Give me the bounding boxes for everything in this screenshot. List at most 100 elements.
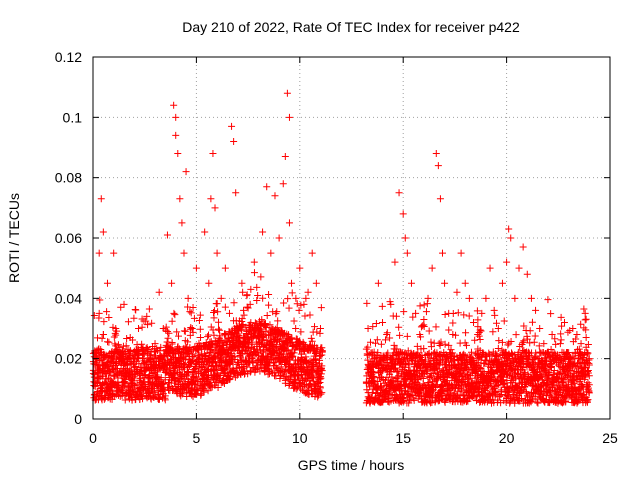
data-point <box>383 331 391 339</box>
data-point <box>470 318 478 326</box>
data-point <box>157 343 165 351</box>
data-point <box>547 310 555 318</box>
data-point <box>317 304 325 312</box>
data-point <box>273 324 281 332</box>
x-tick-label: 20 <box>499 430 515 446</box>
x-axis-label: GPS time / hours <box>298 457 405 473</box>
data-point <box>99 228 107 236</box>
data-point <box>584 349 592 357</box>
data-point <box>207 195 215 203</box>
data-point <box>519 364 527 372</box>
data-point <box>114 379 122 387</box>
data-point <box>192 264 200 272</box>
data-point <box>474 331 482 339</box>
data-point <box>532 306 540 314</box>
data-point <box>180 327 188 335</box>
data-point <box>438 249 446 257</box>
data-point <box>392 312 400 320</box>
data-point <box>195 316 203 324</box>
data-point <box>220 379 228 387</box>
data-point <box>288 279 296 287</box>
data-point <box>504 341 512 349</box>
data-point <box>178 219 186 227</box>
data-point <box>432 150 440 158</box>
data-point <box>545 369 553 377</box>
data-point <box>550 367 558 375</box>
data-point <box>401 234 409 242</box>
y-tick-label: 0.06 <box>55 230 82 246</box>
data-point <box>267 249 275 257</box>
data-point <box>364 325 372 332</box>
data-point <box>477 364 485 372</box>
data-point <box>426 374 434 382</box>
data-point <box>163 338 171 346</box>
data-point <box>462 341 470 349</box>
data-point <box>388 373 396 381</box>
data-point <box>168 279 176 287</box>
data-point <box>116 355 124 363</box>
data-point <box>214 383 222 391</box>
data-point <box>289 352 297 360</box>
data-point <box>531 332 539 340</box>
data-point <box>376 382 384 390</box>
data-point <box>409 313 417 321</box>
data-point <box>505 225 513 233</box>
data-point <box>159 325 167 332</box>
data-point <box>285 219 293 227</box>
data-point <box>495 381 503 389</box>
data-point <box>210 331 218 339</box>
data-point <box>215 318 223 326</box>
data-point <box>544 349 552 357</box>
data-point <box>249 357 257 365</box>
data-point <box>478 309 486 317</box>
data-point <box>548 331 556 339</box>
data-point <box>464 394 472 402</box>
data-point <box>310 362 318 370</box>
data-point <box>106 385 114 393</box>
data-point <box>103 308 111 316</box>
x-tick-label: 5 <box>193 430 201 446</box>
data-point <box>366 338 374 346</box>
data-point <box>498 279 506 287</box>
data-point <box>441 279 449 287</box>
data-point <box>420 322 428 330</box>
data-point <box>474 316 482 324</box>
data-point <box>112 331 120 339</box>
data-point <box>455 394 463 402</box>
data-point <box>290 317 298 325</box>
data-point <box>387 300 395 308</box>
data-point <box>523 270 531 278</box>
data-point <box>565 349 573 357</box>
data-point <box>250 269 258 277</box>
data-point <box>128 396 136 404</box>
data-point <box>363 299 371 307</box>
data-point <box>265 368 273 376</box>
data-point <box>418 322 426 330</box>
data-point <box>271 192 279 200</box>
data-point <box>467 372 475 380</box>
data-point <box>134 325 142 332</box>
data-point <box>453 288 461 296</box>
data-point <box>518 395 526 403</box>
data-point <box>151 340 159 348</box>
data-point <box>184 338 192 346</box>
data-point <box>520 337 528 345</box>
data-point <box>397 348 405 356</box>
data-point <box>162 323 170 331</box>
data-point <box>447 346 455 354</box>
data-point <box>420 315 428 323</box>
data-point <box>462 329 470 337</box>
data-point <box>512 374 520 382</box>
data-point <box>460 311 468 319</box>
data-point <box>90 312 98 320</box>
y-tick-label: 0.08 <box>55 170 82 186</box>
data-point <box>569 325 577 332</box>
data-point <box>216 372 224 380</box>
data-point <box>393 368 401 376</box>
data-point <box>163 231 171 239</box>
data-point <box>285 304 293 312</box>
data-point <box>238 315 246 323</box>
data-point <box>527 294 535 302</box>
data-point <box>583 350 591 358</box>
axis-tick-labels: 0 5 10 15 20 25 0 0.02 0.04 0.06 0.08 0.1 0.12 <box>55 49 618 446</box>
